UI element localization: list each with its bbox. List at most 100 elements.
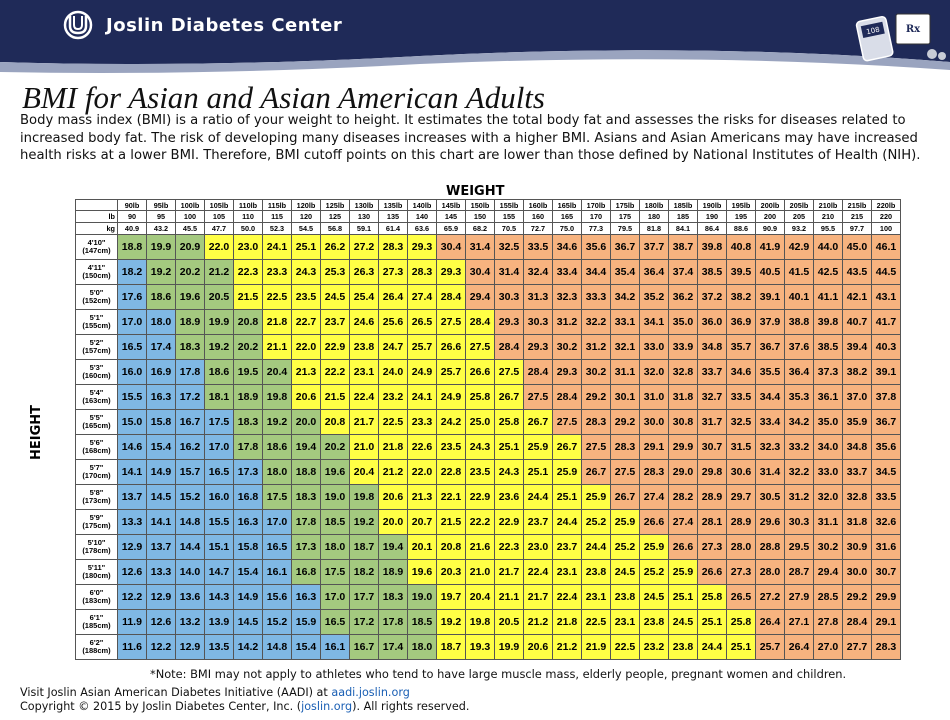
weight-header-cell: 130 <box>349 210 379 223</box>
bmi-cell: 22.3 <box>233 259 263 285</box>
bmi-cell: 18.6 <box>262 434 292 460</box>
joslin-logo-icon <box>63 10 93 40</box>
bmi-cell: 22.0 <box>204 234 234 260</box>
bmi-cell: 36.1 <box>813 384 843 410</box>
bmi-cell: 15.1 <box>204 534 234 560</box>
bmi-cell: 15.8 <box>146 409 176 435</box>
height-feet: 5'0" <box>89 288 104 297</box>
bmi-cell: 24.0 <box>378 359 408 385</box>
height-label-cell: 6'0" (183cm) <box>75 584 118 610</box>
bmi-cell: 31.1 <box>813 509 843 535</box>
bmi-cell: 16.3 <box>146 384 176 410</box>
footnote: *Note: BMI may not apply to athletes who… <box>150 667 847 681</box>
bmi-cell: 28.5 <box>813 584 843 610</box>
bmi-cell: 40.5 <box>755 259 785 285</box>
row-unit-label <box>75 199 118 211</box>
bmi-cell: 25.9 <box>668 559 698 585</box>
bmi-cell: 25.1 <box>523 459 553 485</box>
weight-header-cell: 100 <box>175 210 205 223</box>
bmi-cell: 21.3 <box>291 359 321 385</box>
bmi-cell: 20.4 <box>262 359 292 385</box>
bmi-cell: 19.2 <box>204 334 234 360</box>
bmi-cell: 15.4 <box>146 434 176 460</box>
bmi-cell: 18.3 <box>175 334 205 360</box>
bmi-cell: 36.9 <box>726 309 756 335</box>
meter-icon: 108 Rx <box>855 13 946 62</box>
height-row: 4'10" (147cm) 18.8 19.9 20.9 22.0 23.0 24.1 25.1… <box>75 234 901 260</box>
height-feet: 6'0" <box>89 588 104 597</box>
weight-header-cell: 110lb <box>233 199 263 211</box>
bmi-cell: 16.5 <box>204 459 234 485</box>
bmi-cell: 24.4 <box>697 634 727 660</box>
height-feet: 5'7" <box>89 463 104 472</box>
bmi-cell: 26.7 <box>581 459 611 485</box>
weight-header-cell: 86.4 <box>697 222 727 235</box>
weight-header-cell: 150 <box>465 210 495 223</box>
bmi-cell: 21.2 <box>523 609 553 635</box>
bmi-cell: 25.0 <box>465 409 495 435</box>
bmi-cell: 14.2 <box>233 634 263 660</box>
bmi-cell: 25.7 <box>436 359 466 385</box>
bmi-cell: 27.5 <box>523 384 553 410</box>
weight-header-cell: 190 <box>697 210 727 223</box>
bmi-cell: 23.7 <box>552 534 582 560</box>
bmi-cell: 29.0 <box>668 459 698 485</box>
joslin-link[interactable]: joslin.org <box>301 700 353 713</box>
bmi-cell: 18.6 <box>204 359 234 385</box>
prescription-icon <box>895 13 931 45</box>
bmi-cell: 29.2 <box>581 384 611 410</box>
bmi-cell: 13.7 <box>146 534 176 560</box>
brand-lockup[interactable]: Joslin Diabetes Center <box>60 8 342 42</box>
height-feet: 5'6" <box>89 438 104 447</box>
bmi-cell: 15.5 <box>117 384 147 410</box>
weight-header-cell: 61.4 <box>378 222 408 235</box>
bmi-cell: 32.0 <box>813 484 843 510</box>
weight-header-cell: 59.1 <box>349 222 379 235</box>
footer-line-aadi: Visit Joslin Asian American Diabetes Ini… <box>20 686 469 700</box>
bmi-cell: 22.9 <box>465 484 495 510</box>
bmi-cell: 23.1 <box>581 584 611 610</box>
weight-header-cell: 220 <box>871 210 901 223</box>
bmi-cell: 18.3 <box>233 409 263 435</box>
bmi-cell: 18.6 <box>146 284 176 310</box>
height-cm: (165cm) <box>82 421 111 430</box>
bmi-cell: 30.5 <box>755 484 785 510</box>
bmi-cell: 29.2 <box>842 584 872 610</box>
height-cm: (157cm) <box>82 346 111 355</box>
bmi-cell: 15.0 <box>117 409 147 435</box>
bmi-cell: 20.0 <box>378 509 408 535</box>
bmi-cell: 22.0 <box>407 459 437 485</box>
bmi-cell: 21.5 <box>436 509 466 535</box>
bmi-cell: 37.0 <box>842 384 872 410</box>
height-feet: 5'2" <box>89 338 104 347</box>
bmi-cell: 21.7 <box>523 584 553 610</box>
bmi-cell: 17.0 <box>204 434 234 460</box>
bmi-cell: 29.2 <box>610 409 640 435</box>
bmi-cell: 33.3 <box>581 284 611 310</box>
bmi-cell: 28.2 <box>668 484 698 510</box>
bmi-cell: 46.1 <box>871 234 901 260</box>
bmi-cell: 38.2 <box>726 284 756 310</box>
bmi-cell: 37.6 <box>784 334 814 360</box>
bmi-cell: 14.7 <box>204 559 234 585</box>
bmi-cell: 28.3 <box>378 234 408 260</box>
bmi-cell: 39.4 <box>842 334 872 360</box>
bmi-cell: 37.7 <box>639 234 669 260</box>
bmi-cell: 19.0 <box>407 584 437 610</box>
bmi-cell: 24.5 <box>610 559 640 585</box>
height-label-cell: 5'4" (163cm) <box>75 384 118 410</box>
bmi-cell: 29.3 <box>494 309 524 335</box>
bmi-cell: 39.8 <box>813 309 843 335</box>
bmi-cell: 32.8 <box>668 359 698 385</box>
bmi-cell: 25.7 <box>407 334 437 360</box>
bmi-cell: 19.2 <box>262 409 292 435</box>
bmi-cell: 33.5 <box>726 384 756 410</box>
bmi-cell: 25.1 <box>697 609 727 635</box>
height-axis-title: HEIGHT <box>29 404 44 460</box>
bmi-cell: 28.4 <box>552 384 582 410</box>
height-label-cell: 5'7" (170cm) <box>75 459 118 485</box>
bmi-cell: 16.3 <box>233 509 263 535</box>
bmi-cell: 41.1 <box>813 284 843 310</box>
bmi-cell: 27.5 <box>465 334 495 360</box>
aadi-link[interactable]: aadi.joslin.org <box>331 686 410 699</box>
